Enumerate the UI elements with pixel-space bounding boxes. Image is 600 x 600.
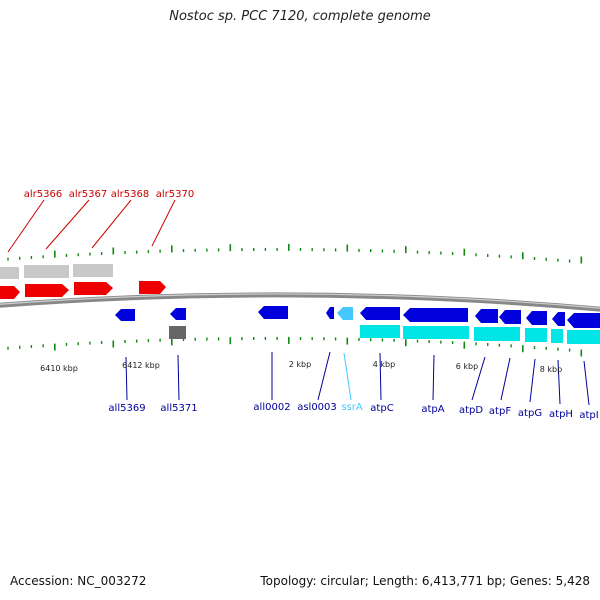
gene-label-atpA[interactable]: atpA xyxy=(421,404,444,415)
gene-arrow-atpA[interactable] xyxy=(403,308,468,322)
cds-bar[interactable] xyxy=(403,326,469,339)
gene-arrow-all5369[interactable] xyxy=(115,309,135,321)
bottom-gene-labels: all5369 all5371 all0002 asl0003 ssrA atp… xyxy=(108,402,598,421)
gene-arrow-atpC[interactable] xyxy=(360,307,400,320)
gene-label-asl0003[interactable]: asl0003 xyxy=(297,402,337,413)
gene-label-ssrA[interactable]: ssrA xyxy=(341,402,363,413)
bottom-leader-lines xyxy=(125,351,590,406)
bottom-tick-row xyxy=(7,336,583,357)
gene-arrow-all0002[interactable] xyxy=(258,306,288,319)
scale-label-8kbp: 8 kbp xyxy=(540,365,562,374)
gene-arrow-alr5368[interactable] xyxy=(74,282,113,295)
gene-arrow-atpF[interactable] xyxy=(499,310,521,324)
top-leader-lines xyxy=(7,199,176,253)
cds-bar[interactable] xyxy=(474,327,520,341)
genome-backbone-highlight xyxy=(0,293,600,309)
gene-arrow-all5371[interactable] xyxy=(170,308,186,320)
reverse-cds-track xyxy=(169,325,600,344)
gene-label-alr5368[interactable]: alr5368 xyxy=(111,189,149,200)
cds-bar[interactable] xyxy=(24,265,69,278)
cds-bar[interactable] xyxy=(360,325,400,338)
forward-gene-track xyxy=(0,281,166,299)
gene-label-atpC[interactable]: atpC xyxy=(370,403,393,414)
accession-text: Accession: NC_003272 xyxy=(10,574,147,588)
gene-label-all5371[interactable]: all5371 xyxy=(160,403,197,414)
gene-label-atpH[interactable]: atpH xyxy=(549,409,573,420)
gene-arrow-ssrA[interactable] xyxy=(337,307,353,320)
genome-summary-text: Topology: circular; Length: 6,413,771 bp… xyxy=(260,574,590,588)
gene-arrow-atpD[interactable] xyxy=(475,309,498,323)
gene-arrow-atpH[interactable] xyxy=(552,312,565,326)
cds-bar[interactable] xyxy=(551,329,563,343)
gene-label-alr5366[interactable]: alr5366 xyxy=(24,189,62,200)
cds-bar[interactable] xyxy=(525,328,547,342)
gene-label-atpG[interactable]: atpG xyxy=(518,408,542,419)
cds-bar[interactable] xyxy=(0,267,19,279)
scale-label-2kbp: 2 kbp xyxy=(289,360,311,369)
scale-label-6410kbp: 6410 kbp xyxy=(40,364,78,373)
gene-arrow-asl0003[interactable] xyxy=(326,307,334,319)
gene-label-atpD[interactable]: atpD xyxy=(459,405,483,416)
cds-bar[interactable] xyxy=(73,264,113,277)
gene-label-alr5370[interactable]: alr5370 xyxy=(156,189,194,200)
scale-label-6kbp: 6 kbp xyxy=(456,362,478,371)
gene-label-all0002[interactable]: all0002 xyxy=(253,402,290,413)
gene-arrow-atpG[interactable] xyxy=(526,311,547,325)
gene-arrow-atpI[interactable] xyxy=(567,313,600,328)
gene-label-all5369[interactable]: all5369 xyxy=(108,403,145,414)
cds-bar[interactable] xyxy=(567,330,600,344)
pseudo-bar[interactable] xyxy=(169,326,186,339)
gene-arrow-alr5366[interactable] xyxy=(0,286,20,299)
reverse-gene-track xyxy=(115,306,600,328)
top-gene-labels: alr5366 alr5367 alr5368 alr5370 xyxy=(24,189,194,200)
forward-cds-track xyxy=(0,264,113,279)
genome-title: Nostoc sp. PCC 7120, complete genome xyxy=(169,9,431,24)
scale-label-6412kbp: 6412 kbp xyxy=(122,361,160,370)
scale-labels: 6410 kbp 6412 kbp 2 kbp 4 kbp 6 kbp 8 kb… xyxy=(40,360,562,374)
gene-label-alr5367[interactable]: alr5367 xyxy=(69,189,107,200)
ssrA-leader-line xyxy=(343,352,352,401)
gene-label-atpF[interactable]: atpF xyxy=(489,406,511,417)
gene-arrow-alr5367[interactable] xyxy=(25,284,69,297)
gene-arrow-alr5370[interactable] xyxy=(139,281,166,294)
scale-label-4kbp: 4 kbp xyxy=(373,360,395,369)
genome-backbone xyxy=(0,292,600,312)
top-tick-row xyxy=(7,243,583,264)
gene-label-atpI[interactable]: atpI xyxy=(579,410,598,421)
